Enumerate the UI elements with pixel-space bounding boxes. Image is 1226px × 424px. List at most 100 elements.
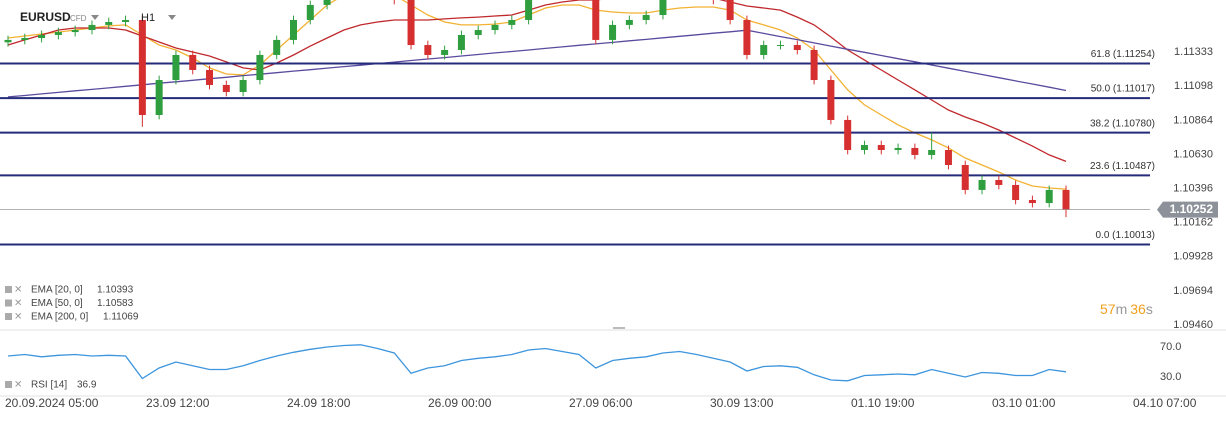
candle-body bbox=[206, 69, 214, 85]
y-tick-label: 1.10162 bbox=[1173, 217, 1213, 229]
y-tick-label: 1.11333 bbox=[1174, 46, 1213, 58]
timer-part: s bbox=[1146, 301, 1153, 317]
candle-body bbox=[793, 45, 801, 50]
candle-body bbox=[743, 19, 751, 55]
legend-name: EMA [50, 0] bbox=[31, 298, 83, 309]
candle-body bbox=[323, 0, 331, 5]
candle-timer: 57m 36s bbox=[1100, 301, 1153, 317]
legend-icon bbox=[5, 313, 12, 320]
candle-body bbox=[491, 24, 499, 31]
rsi-line bbox=[7, 344, 1067, 382]
candle-body bbox=[525, 0, 533, 20]
legend-name: EMA [200, 0] bbox=[31, 312, 88, 323]
rsi-value: 36.9 bbox=[77, 380, 97, 391]
last-price-label: 1.10252 bbox=[1170, 202, 1214, 216]
candle-body bbox=[21, 38, 29, 40]
candle-body bbox=[407, 0, 415, 46]
legend-value: 1.11069 bbox=[103, 312, 139, 323]
ema-line bbox=[7, 0, 1067, 190]
candle-body bbox=[625, 19, 633, 25]
timer-part: 57 bbox=[1100, 301, 1116, 317]
x-tick-label: 04.10 07:00 bbox=[1133, 396, 1197, 410]
symbol[interactable]: EURUSD bbox=[20, 10, 71, 24]
candle-body bbox=[1012, 184, 1020, 200]
candle-body bbox=[273, 39, 281, 55]
candle-body bbox=[508, 19, 516, 25]
candle-body bbox=[4, 39, 12, 43]
timeframe[interactable]: H1 bbox=[141, 12, 155, 24]
candle-body bbox=[424, 45, 432, 55]
candle-body bbox=[961, 165, 969, 190]
candle-body bbox=[760, 45, 768, 55]
candle-body bbox=[642, 15, 650, 20]
candle-body bbox=[827, 80, 835, 120]
candle-body bbox=[726, 0, 734, 20]
candle-body bbox=[105, 22, 113, 25]
fib-label: 0.0 (1.10013) bbox=[1096, 230, 1156, 241]
candle-body bbox=[155, 80, 163, 116]
x-tick-label: 20.09.2024 05:00 bbox=[5, 396, 99, 410]
candle-body bbox=[995, 180, 1003, 185]
candle-body bbox=[928, 149, 936, 155]
y-tick-label: 1.10396 bbox=[1173, 183, 1213, 195]
instrument: CFD bbox=[70, 14, 87, 23]
y-tick-label: 1.09694 bbox=[1173, 285, 1213, 297]
x-tick-label: 03.10 01:00 bbox=[992, 396, 1056, 410]
y-tick-label: 1.10630 bbox=[1173, 148, 1213, 160]
x-tick-label: 01.10 19:00 bbox=[851, 396, 915, 410]
candle-body bbox=[911, 147, 919, 155]
candle-body bbox=[71, 30, 79, 33]
candle-body bbox=[474, 30, 482, 35]
candle-body bbox=[777, 45, 785, 47]
candle-body bbox=[138, 19, 146, 116]
x-tick-label: 27.09 06:00 bbox=[569, 396, 633, 410]
candle-body bbox=[54, 32, 62, 35]
candle-body bbox=[306, 4, 314, 20]
candle-body bbox=[877, 145, 885, 150]
candle-body bbox=[894, 147, 902, 150]
candle-body bbox=[1045, 189, 1053, 204]
legend-close: ✕ bbox=[14, 285, 22, 296]
x-tick-label: 26.09 00:00 bbox=[428, 396, 492, 410]
x-tick-label: 30.09 13:00 bbox=[710, 396, 774, 410]
candle-body bbox=[256, 54, 264, 81]
candle-body bbox=[222, 84, 230, 92]
candle-body bbox=[659, 0, 667, 16]
fib-label: 50.0 (1.11017) bbox=[1091, 84, 1155, 95]
y-tick-label: 1.10864 bbox=[1173, 114, 1213, 126]
timer-part: m bbox=[1116, 301, 1128, 317]
rsi-name: RSI [14] bbox=[31, 380, 67, 391]
legend-name: EMA [20, 0] bbox=[31, 285, 83, 296]
candle-body bbox=[1028, 199, 1036, 204]
legend-close: ✕ bbox=[14, 312, 22, 323]
candle-body bbox=[457, 34, 465, 50]
legend-close: ✕ bbox=[14, 380, 22, 391]
symbol-dropdown[interactable] bbox=[91, 15, 99, 20]
legend-icon bbox=[5, 299, 12, 307]
candle-body bbox=[122, 19, 130, 23]
candle-body bbox=[1062, 189, 1070, 210]
candle-body bbox=[239, 80, 247, 92]
resize-handle[interactable] bbox=[613, 327, 625, 329]
price-panel bbox=[0, 0, 1150, 246]
legend-close: ✕ bbox=[14, 298, 22, 309]
legend-value: 1.10393 bbox=[97, 285, 134, 296]
timeframe-dropdown[interactable] bbox=[168, 15, 176, 20]
legend-icon bbox=[5, 286, 12, 293]
rsi-tick-label: 70.0 bbox=[1160, 341, 1181, 353]
rsi-panel bbox=[7, 344, 1067, 382]
candle-body bbox=[944, 149, 952, 165]
candle-body bbox=[38, 34, 46, 39]
y-tick-label: 1.11098 bbox=[1174, 80, 1213, 92]
fib-label: 38.2 (1.10780) bbox=[1090, 118, 1155, 129]
candle-body bbox=[810, 49, 818, 81]
candle-body bbox=[844, 119, 852, 150]
candle-body bbox=[189, 54, 197, 70]
candle-body bbox=[609, 24, 617, 40]
ema-line bbox=[7, 0, 1067, 163]
candle-body bbox=[172, 54, 180, 81]
legend: ✕ EMA [20, 0] 1.10393 ✕ EMA [50, 0] 1.10583 ✕ E… bbox=[5, 285, 139, 323]
legend-icon bbox=[5, 381, 12, 388]
fib-label: 23.6 (1.10487) bbox=[1090, 161, 1155, 172]
